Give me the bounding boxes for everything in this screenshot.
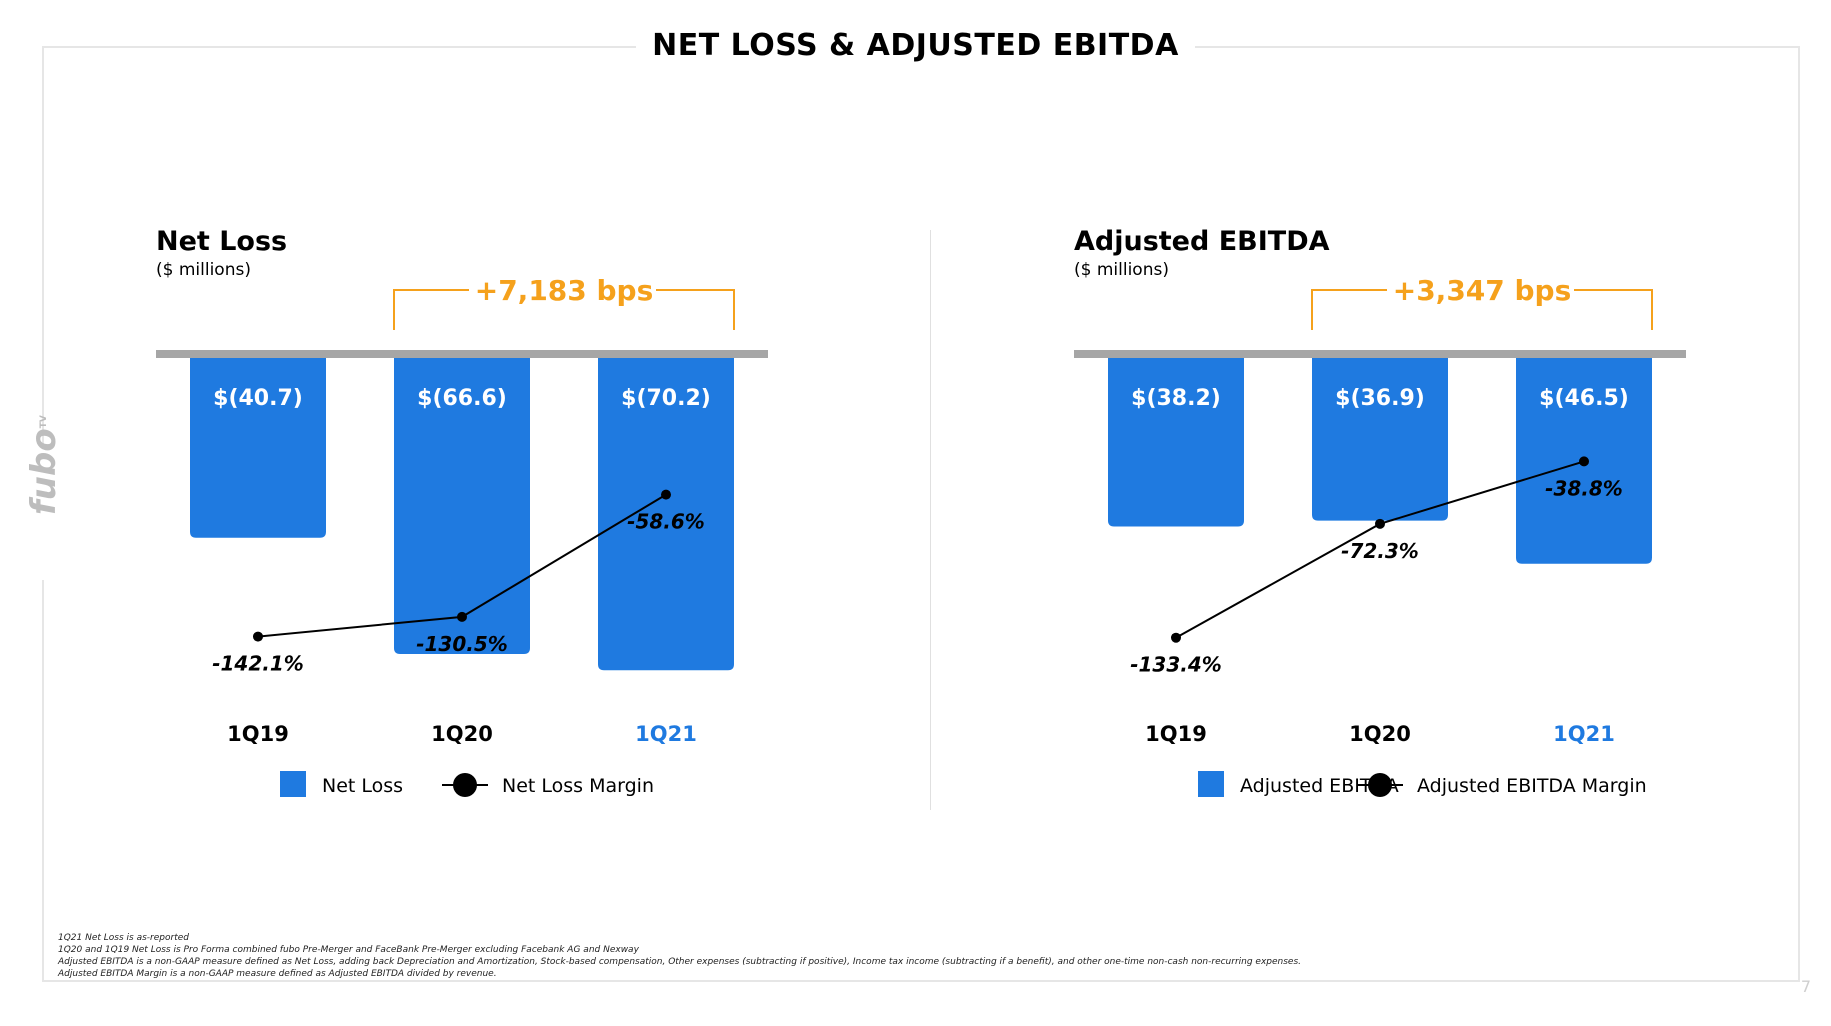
frame-top-left: [42, 46, 648, 48]
adjusted-ebitda-chart-title: Adjusted EBITDA: [1074, 226, 1330, 257]
legend-label: Adjusted EBITDA: [1240, 775, 1399, 797]
title-mask: [636, 36, 1195, 60]
bar-1q20: [1312, 355, 1448, 521]
footnote: 1Q20 and 1Q19 Net Loss is Pro Forma comb…: [58, 945, 639, 955]
net-loss-chart: $(40.7) $(66.6) $(70.2) +7,183 bps -142.1% -1…: [156, 274, 768, 797]
margin-point: [253, 631, 263, 642]
legend-label: Adjusted EBITDA Margin: [1417, 775, 1647, 797]
axis-baseline: [1074, 350, 1686, 358]
fubo-logo: fuboTV: [24, 415, 64, 515]
bar-1q19: [1108, 355, 1244, 527]
bar-value-label: $(38.2): [1131, 386, 1221, 411]
bar-value-label: $(36.9): [1335, 386, 1425, 411]
logo-text: fubo: [24, 428, 64, 515]
panel-divider: [930, 230, 931, 810]
bracket: [393, 289, 735, 330]
adjusted-ebitda-chart: $(38.2) $(36.9) $(46.5) +3,347 bps -133.4% -7…: [1074, 274, 1686, 797]
x-tick-label: 1Q19: [1145, 722, 1207, 746]
legend-label: Net Loss: [322, 775, 403, 797]
bar-1q20: [394, 355, 530, 655]
margin-value-label: -72.3%: [1341, 539, 1419, 563]
logo-sup: TV: [39, 415, 49, 429]
frame-top-right: [1195, 46, 1800, 48]
legend-label: Net Loss Margin: [502, 775, 654, 797]
x-tick-label: 1Q21: [1553, 722, 1615, 746]
footnote: Adjusted EBITDA is a non-GAAP measure de…: [58, 957, 1302, 967]
frame-right: [1798, 46, 1800, 980]
bar-value-label: $(66.6): [417, 386, 507, 411]
legend-swatch-marker: [1368, 773, 1392, 797]
frame-left-bottom: [42, 580, 44, 980]
bps-annotation: +3,347 bps: [1393, 274, 1572, 307]
adjusted-ebitda-panel: Adjusted EBITDA ($ millions) $(38.2) $(36…: [1074, 220, 1724, 820]
bar-1q19: [190, 355, 326, 538]
adjusted-ebitda-chart-subtitle: ($ millions): [1074, 260, 1169, 280]
margin-point: [661, 489, 671, 500]
bracket: [1311, 289, 1653, 330]
x-tick-label: 1Q21: [635, 722, 697, 746]
bar-value-label: $(40.7): [213, 386, 303, 411]
frame-bottom: [42, 980, 1800, 982]
x-tick-label: 1Q20: [1349, 722, 1411, 746]
bar-value-label: $(46.5): [1539, 386, 1629, 411]
legend-swatch-bars: [1198, 771, 1224, 797]
margin-point: [1375, 518, 1385, 529]
net-loss-panel: Net Loss ($ millions) $(40.7) $(66.6) $(70…: [156, 220, 806, 820]
frame-left-top: [42, 46, 44, 446]
slide-title: NET LOSS & ADJUSTED EBITDA: [652, 28, 1179, 63]
margin-point: [457, 611, 467, 622]
legend-swatch-bars: [280, 771, 306, 797]
axis-baseline: [156, 350, 768, 358]
bps-annotation: +7,183 bps: [475, 274, 654, 307]
x-tick-label: 1Q20: [431, 722, 493, 746]
bar-1q21: [598, 355, 734, 671]
legend-swatch-marker: [453, 773, 477, 797]
x-tick-label: 1Q19: [227, 722, 289, 746]
margin-value-label: -133.4%: [1130, 653, 1222, 677]
net-loss-chart-title: Net Loss: [156, 226, 288, 257]
margin-point: [1579, 456, 1589, 467]
margin-value-label: -58.6%: [627, 510, 705, 534]
page-number: 7: [1800, 977, 1811, 996]
margin-value-label: -130.5%: [416, 632, 508, 656]
footnotes: 1Q21 Net Loss is as-reported 1Q20 and 1Q…: [58, 932, 1301, 980]
net-loss-chart-subtitle: ($ millions): [156, 260, 251, 280]
margin-value-label: -38.8%: [1545, 476, 1623, 500]
bar-value-label: $(70.2): [621, 386, 711, 411]
footnote: Adjusted EBITDA Margin is a non-GAAP mea…: [58, 969, 497, 979]
footnote: 1Q21 Net Loss is as-reported: [58, 933, 189, 943]
margin-point: [1171, 632, 1181, 643]
margin-value-label: -142.1%: [212, 652, 304, 676]
